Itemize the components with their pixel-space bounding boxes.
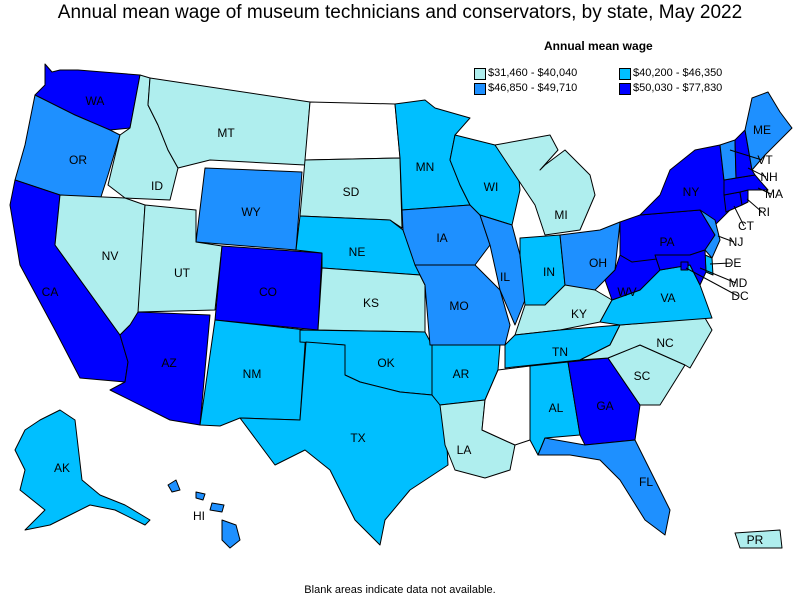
state-label-id: ID <box>151 179 163 193</box>
state-label-nv: NV <box>102 249 119 263</box>
state-label-nm: NM <box>243 367 262 381</box>
footnote: Blank areas indicate data not available. <box>304 584 496 596</box>
state-label-tx: TX <box>350 431 365 445</box>
state-label-or: OR <box>69 153 87 167</box>
state-label-wv: WV <box>617 285 636 299</box>
leader-line-nj <box>717 235 735 243</box>
state-md <box>654 249 707 286</box>
state-label-mn: MN <box>416 160 435 174</box>
state-label-ak: AK <box>54 461 70 475</box>
leader-line-dc <box>685 267 739 297</box>
state-label-ky: KY <box>571 307 587 321</box>
state-wa <box>34 63 141 131</box>
state-label-co: CO <box>259 285 277 299</box>
legend-swatch-3 <box>474 83 486 95</box>
state-me <box>744 91 793 171</box>
state-label-dc: DC <box>731 289 749 303</box>
state-label-me: ME <box>753 123 771 137</box>
state-label-vt: VT <box>757 153 773 167</box>
state-il <box>479 214 526 326</box>
state-label-pr: PR <box>747 533 764 547</box>
state-label-pa: PA <box>659 235 674 249</box>
state-label-mi: MI <box>554 208 567 222</box>
state-nh <box>734 129 756 179</box>
state-label-de: DE <box>725 256 742 270</box>
state-label-il: IL <box>500 270 510 284</box>
state-ak <box>14 409 151 531</box>
state-label-ar: AR <box>453 367 470 381</box>
legend-label-3: $46,850 - $49,710 <box>488 82 578 94</box>
state-label-wy: WY <box>241 205 260 219</box>
state-fl <box>537 437 671 536</box>
leader-line-md <box>699 267 737 284</box>
leader-line-vt <box>729 149 763 161</box>
state-label-ma: MA <box>765 187 783 201</box>
state-label-wa: WA <box>86 94 105 108</box>
state-label-nh: NH <box>760 170 777 184</box>
state-mt <box>147 77 311 169</box>
state-label-ny: NY <box>683 185 700 199</box>
legend-swatch-2 <box>619 68 631 80</box>
map-title: Annual mean wage of museum technicians a… <box>57 2 743 23</box>
legend-swatch-1 <box>474 68 486 80</box>
state-label-nj: NJ <box>729 235 744 249</box>
state-hi <box>167 479 241 549</box>
leader-line-ct <box>733 205 745 227</box>
state-label-ok: OK <box>377 356 394 370</box>
state-or <box>14 94 121 201</box>
legend-swatch-4 <box>619 83 631 95</box>
state-label-ri: RI <box>758 205 770 219</box>
state-label-ks: KS <box>363 296 379 310</box>
legend-label-1: $31,460 - $40,040 <box>488 67 578 79</box>
state-label-az: AZ <box>161 356 176 370</box>
state-label-md: MD <box>729 276 748 290</box>
state-nd <box>304 101 401 161</box>
leader-line-de <box>709 262 732 265</box>
state-label-oh: OH <box>589 256 607 270</box>
state-label-va: VA <box>660 291 675 305</box>
state-mi <box>494 134 596 236</box>
state-label-nc: NC <box>656 336 674 350</box>
state-label-ia: IA <box>436 231 447 245</box>
state-label-al: AL <box>549 401 564 415</box>
state-label-mt: MT <box>217 126 235 140</box>
state-label-hi: HI <box>193 509 205 523</box>
legend-title: Annual mean wage <box>544 39 653 53</box>
state-label-ct: CT <box>738 219 755 233</box>
state-label-wi: WI <box>484 180 499 194</box>
state-ks <box>317 267 426 333</box>
state-label-sd: SD <box>343 185 360 199</box>
state-label-ca: CA <box>42 285 59 299</box>
state-label-ne: NE <box>349 245 366 259</box>
state-label-sc: SC <box>634 369 651 383</box>
state-label-ut: UT <box>174 266 191 280</box>
leader-line-ma <box>757 187 772 195</box>
state-label-tn: TN <box>552 345 568 359</box>
state-az <box>109 311 211 426</box>
state-pr <box>734 529 783 549</box>
state-ri <box>739 189 749 206</box>
state-label-la: LA <box>457 443 472 457</box>
state-mo <box>414 264 511 346</box>
legend-label-4: $50,030 - $77,830 <box>633 82 723 94</box>
state-label-fl: FL <box>639 475 653 489</box>
state-label-mo: MO <box>449 299 468 313</box>
state-label-in: IN <box>543 265 555 279</box>
state-label-ga: GA <box>596 399 613 413</box>
leader-line-nh <box>747 167 767 178</box>
legend-label-2: $40,200 - $46,350 <box>633 67 723 79</box>
leader-line-ri <box>746 198 763 213</box>
